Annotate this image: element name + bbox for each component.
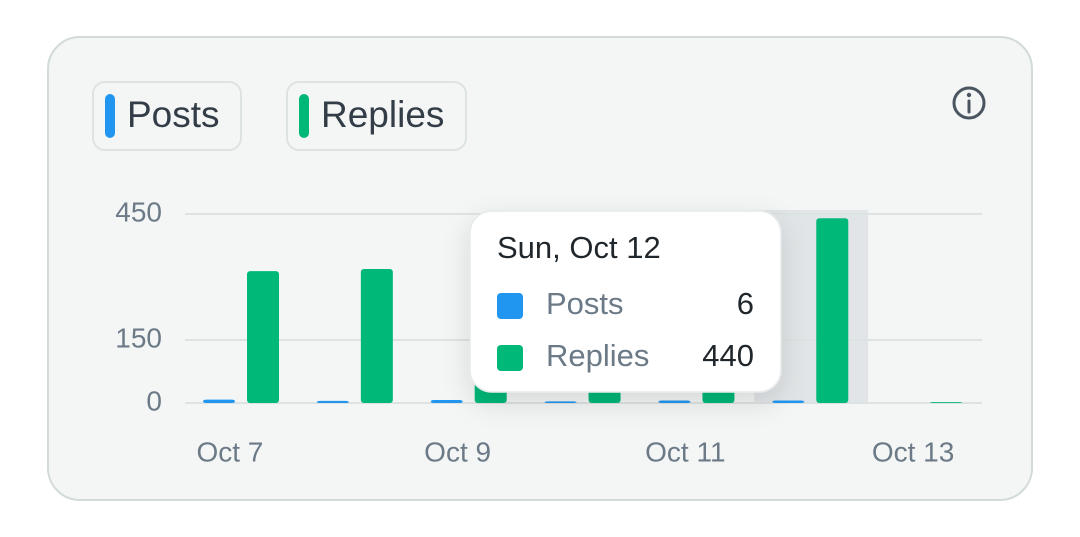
bar (544, 401, 577, 403)
x-tick-label: Oct 7 (196, 436, 263, 467)
info-icon[interactable] (952, 86, 986, 120)
x-tick-label: Oct 13 (872, 436, 954, 467)
legend-pill (92, 81, 242, 151)
y-tick-label: 150 (115, 322, 162, 353)
legend-pill (286, 81, 467, 151)
y-tick-label: 450 (115, 196, 162, 227)
tooltip-label: Replies (546, 338, 649, 373)
bar (772, 400, 805, 403)
y-tick-label: 0 (146, 385, 162, 416)
tooltip-swatch (497, 293, 523, 319)
bar (816, 218, 849, 403)
tooltip-value: 440 (702, 338, 754, 373)
tooltip-box (469, 210, 782, 393)
x-tick-label: Oct 11 (645, 436, 725, 467)
bar (930, 402, 963, 403)
bar (430, 400, 463, 403)
tooltip-label: Posts (546, 286, 624, 321)
x-tick-label: Oct 9 (424, 436, 491, 467)
bar (360, 269, 393, 403)
legend-swatch (105, 94, 115, 138)
legend-label: Replies (321, 94, 444, 135)
bar (658, 400, 691, 403)
tooltip: Sun, Oct 12 Posts 6 Replies 440 (469, 210, 782, 393)
bar (203, 399, 235, 403)
tooltip-swatch (497, 345, 523, 371)
bar (247, 271, 279, 403)
tooltip-value: 6 (737, 286, 754, 321)
tooltip-title: Sun, Oct 12 (497, 230, 661, 265)
legend-label: Posts (127, 94, 220, 135)
legend-swatch (299, 94, 309, 138)
bar (316, 400, 349, 403)
